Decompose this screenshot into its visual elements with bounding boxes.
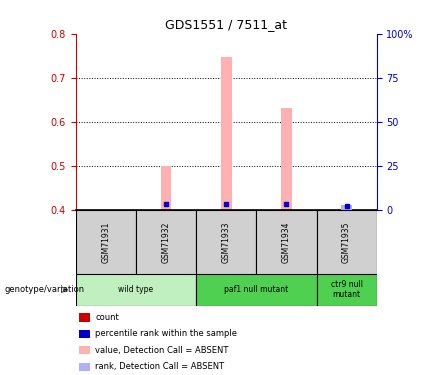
Title: GDS1551 / 7511_at: GDS1551 / 7511_at <box>165 18 287 31</box>
Bar <box>317 274 377 306</box>
Bar <box>196 210 256 274</box>
Bar <box>161 166 171 210</box>
Bar <box>136 210 196 274</box>
Bar <box>221 57 232 210</box>
Text: GSM71932: GSM71932 <box>162 221 171 262</box>
Bar <box>76 274 196 306</box>
Text: genotype/variation: genotype/variation <box>4 285 84 294</box>
Bar <box>79 330 90 338</box>
Bar <box>317 210 377 274</box>
Text: rank, Detection Call = ABSENT: rank, Detection Call = ABSENT <box>95 362 225 371</box>
Bar <box>281 108 292 210</box>
Bar <box>196 274 317 306</box>
Text: ctr9 null
mutant: ctr9 null mutant <box>331 280 362 299</box>
Text: wild type: wild type <box>118 285 154 294</box>
Text: paf1 null mutant: paf1 null mutant <box>224 285 288 294</box>
Bar <box>79 346 90 354</box>
Text: GSM71933: GSM71933 <box>222 221 231 262</box>
Bar <box>79 363 90 371</box>
Bar <box>76 210 136 274</box>
Text: value, Detection Call = ABSENT: value, Detection Call = ABSENT <box>95 346 229 355</box>
Text: GSM71934: GSM71934 <box>282 221 291 262</box>
Text: count: count <box>95 313 119 322</box>
Bar <box>79 314 90 322</box>
Text: percentile rank within the sample: percentile rank within the sample <box>95 330 237 339</box>
Bar <box>256 210 317 274</box>
Bar <box>341 205 352 210</box>
Text: GSM71931: GSM71931 <box>101 221 110 262</box>
Text: GSM71935: GSM71935 <box>342 221 351 262</box>
